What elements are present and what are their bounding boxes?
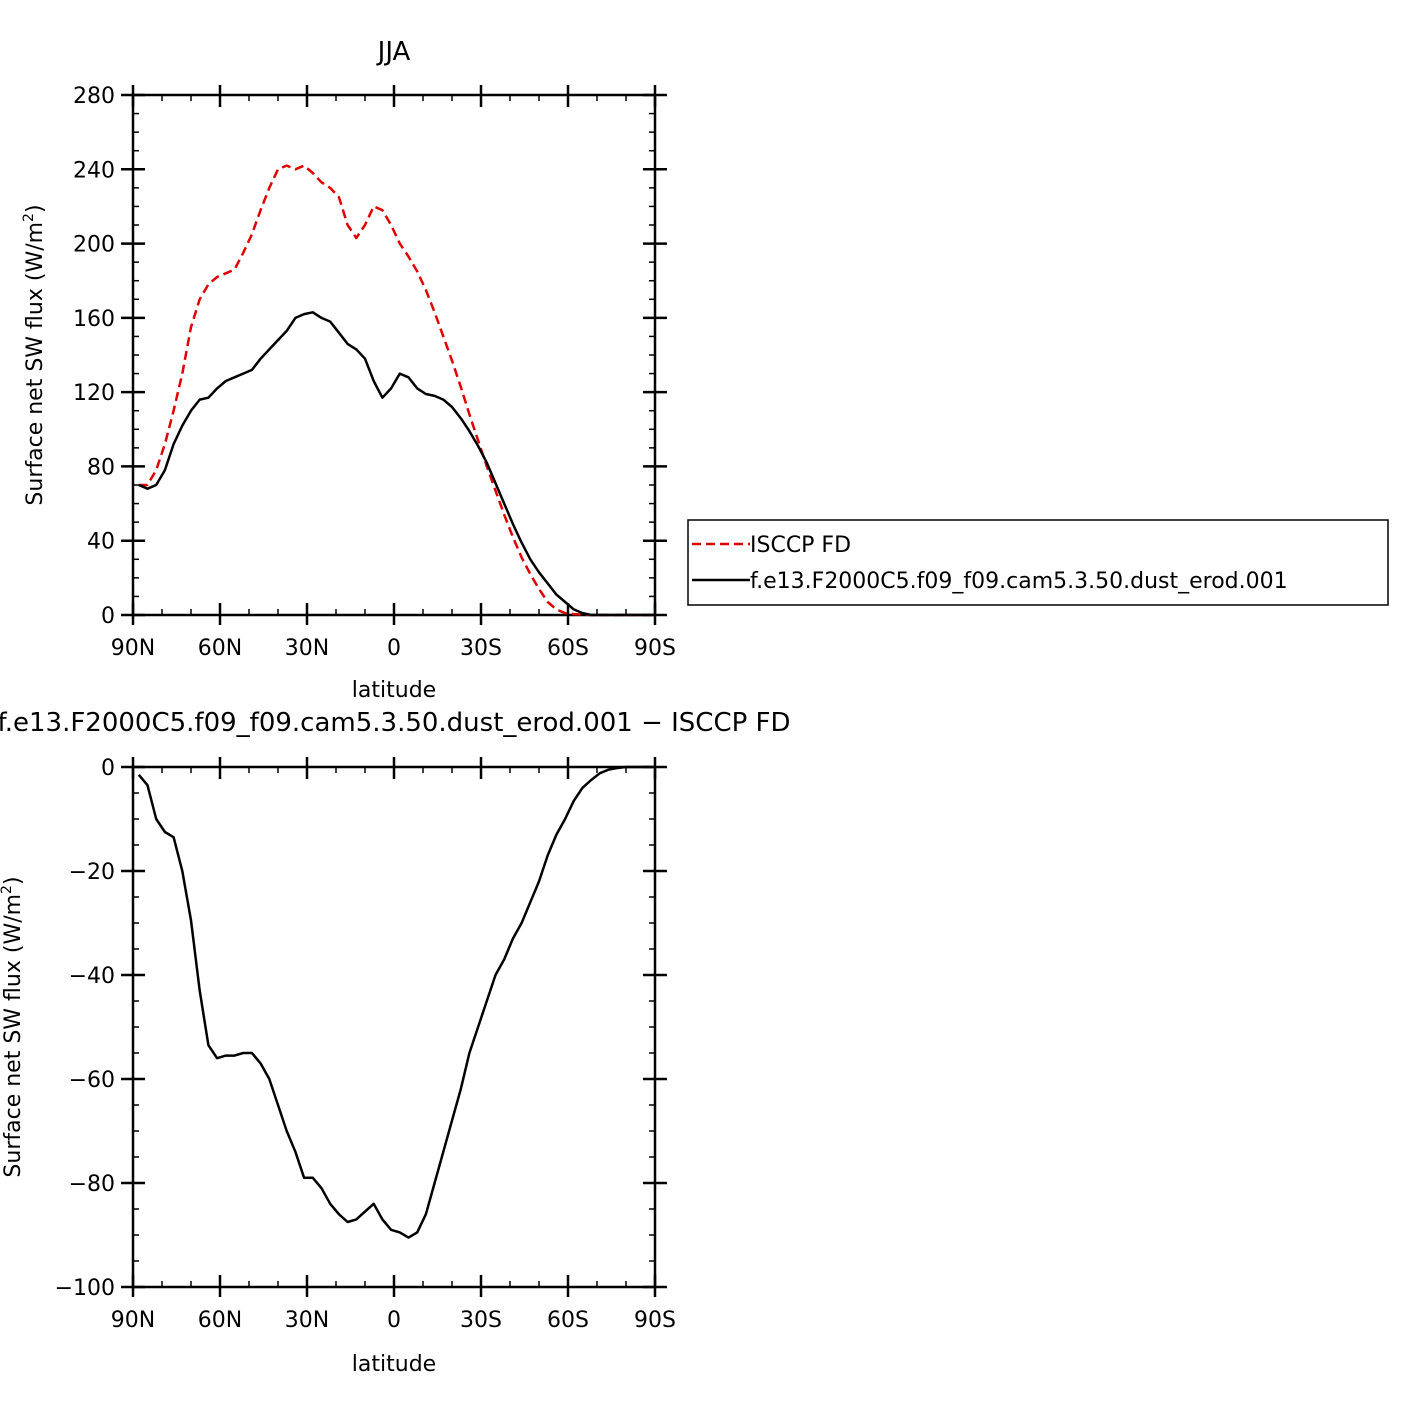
x-tick-label: 0 <box>387 1308 401 1333</box>
x-tick-label: 90N <box>111 1308 155 1333</box>
series-line-0 <box>138 164 653 617</box>
bottom-panel: f.e13.F2000C5.f09_f09.cam5.3.50.dust_ero… <box>0 708 791 1377</box>
y-tick-label: 0 <box>101 756 115 781</box>
bottom-plot-area: 90N 60N 30N 0 30S 60S 90S 0 −20 −40 −60 −80 −100 <box>55 756 676 1333</box>
top-panel: JJA latitude Surface net SW flux (W/m2) … <box>21 37 1389 703</box>
x-tick-label: 30S <box>460 1308 502 1333</box>
y-tick-label: 240 <box>73 158 115 183</box>
x-tick-label: 60S <box>547 636 589 661</box>
x-tick-label: 60N <box>198 1308 242 1333</box>
y-tick-label: 40 <box>87 530 115 555</box>
top-y-axis-title: Surface net SW flux (W/m2) <box>21 204 48 505</box>
y-tick-label: −60 <box>69 1068 115 1093</box>
y-tick-label: −20 <box>69 860 115 885</box>
top-plot-area: 90N 60N 30N 0 30S 60S 90S 0 40 80 120 160 200 240 280 <box>73 84 676 661</box>
series-line-1 <box>138 311 653 617</box>
bottom-y-axis-title: Surface net SW flux (W/m2) <box>0 876 26 1177</box>
series-line-0 <box>137 765 653 1239</box>
legend-box <box>687 519 1389 606</box>
y-tick-label: 120 <box>73 381 115 406</box>
y-tick-label: 160 <box>73 307 115 332</box>
x-tick-label: 30N <box>285 636 329 661</box>
legend-label-model: f.e13.F2000C5.f09_f09.cam5.3.50.dust_ero… <box>750 569 1288 594</box>
x-tick-label: 90N <box>111 636 155 661</box>
x-tick-label: 90S <box>634 1308 676 1333</box>
top-chart-title: JJA <box>376 37 411 67</box>
bottom-x-axis-title: latitude <box>352 1352 436 1377</box>
x-tick-label: 90S <box>634 636 676 661</box>
plot-frame <box>131 93 657 617</box>
plot-frame <box>131 765 657 1289</box>
y-tick-label: −100 <box>55 1276 115 1301</box>
x-tick-label: 30N <box>285 1308 329 1333</box>
y-tick-label: 80 <box>87 455 115 480</box>
x-tick-label: 30S <box>460 636 502 661</box>
y-tick-label: −40 <box>69 964 115 989</box>
y-tick-label: −80 <box>69 1172 115 1197</box>
y-tick-label: 280 <box>73 84 115 109</box>
x-tick-label: 0 <box>387 636 401 661</box>
y-tick-label: 200 <box>73 233 115 258</box>
x-tick-label: 60N <box>198 636 242 661</box>
bottom-chart-title: f.e13.F2000C5.f09_f09.cam5.3.50.dust_ero… <box>0 708 791 738</box>
x-tick-label: 60S <box>547 1308 589 1333</box>
top-x-axis-title: latitude <box>352 678 436 703</box>
legend: ISCCP FD f.e13.F2000C5.f09_f09.cam5.3.50… <box>687 519 1389 606</box>
y-tick-label: 0 <box>101 604 115 629</box>
legend-label-isccp: ISCCP FD <box>750 533 851 558</box>
